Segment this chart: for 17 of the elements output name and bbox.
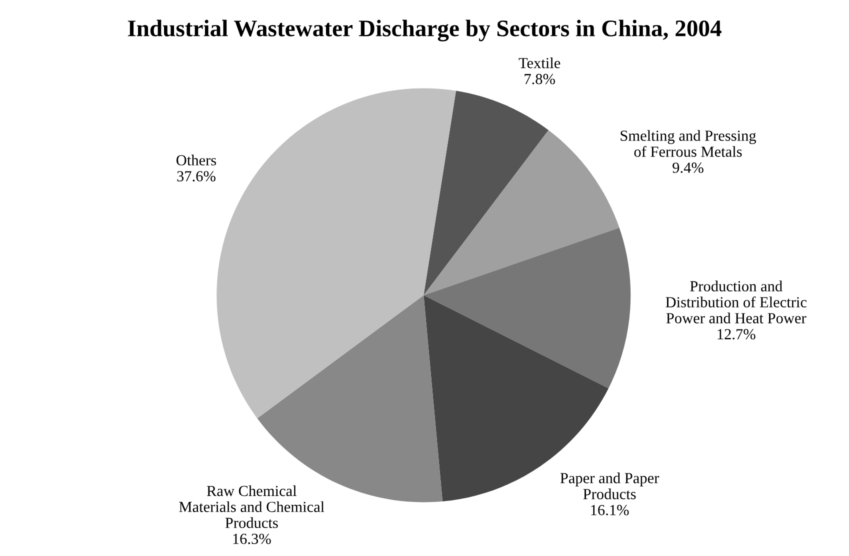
slice-label: Production and Distribution of Electric Power and Heat Power: [666, 280, 807, 324]
data-label: 16.1%: [591, 504, 629, 516]
pie-slice: [216, 88, 456, 418]
pie-slice: [424, 228, 631, 388]
data-label: 16.3%: [233, 534, 271, 544]
pie-slice: [424, 130, 620, 296]
data-label: 9.4%: [672, 162, 704, 173]
slice-label: Others: [176, 154, 216, 166]
slice-label: Smelting and Pressing of Ferrous Metals: [620, 130, 756, 157]
chart-title: Industrial Wastewater Discharge by Sectors in China, 2004: [128, 20, 722, 42]
slice-label: Raw Chemical Materials and Chemical Products: [179, 485, 324, 528]
data-label: 37.6%: [177, 171, 216, 182]
slice-label: Textile: [518, 57, 560, 68]
pie-slice: [424, 90, 549, 296]
slice-label: Paper and Paper Products: [560, 472, 660, 500]
data-label: 7.8%: [524, 74, 555, 84]
data-label: 12.7%: [718, 329, 756, 340]
